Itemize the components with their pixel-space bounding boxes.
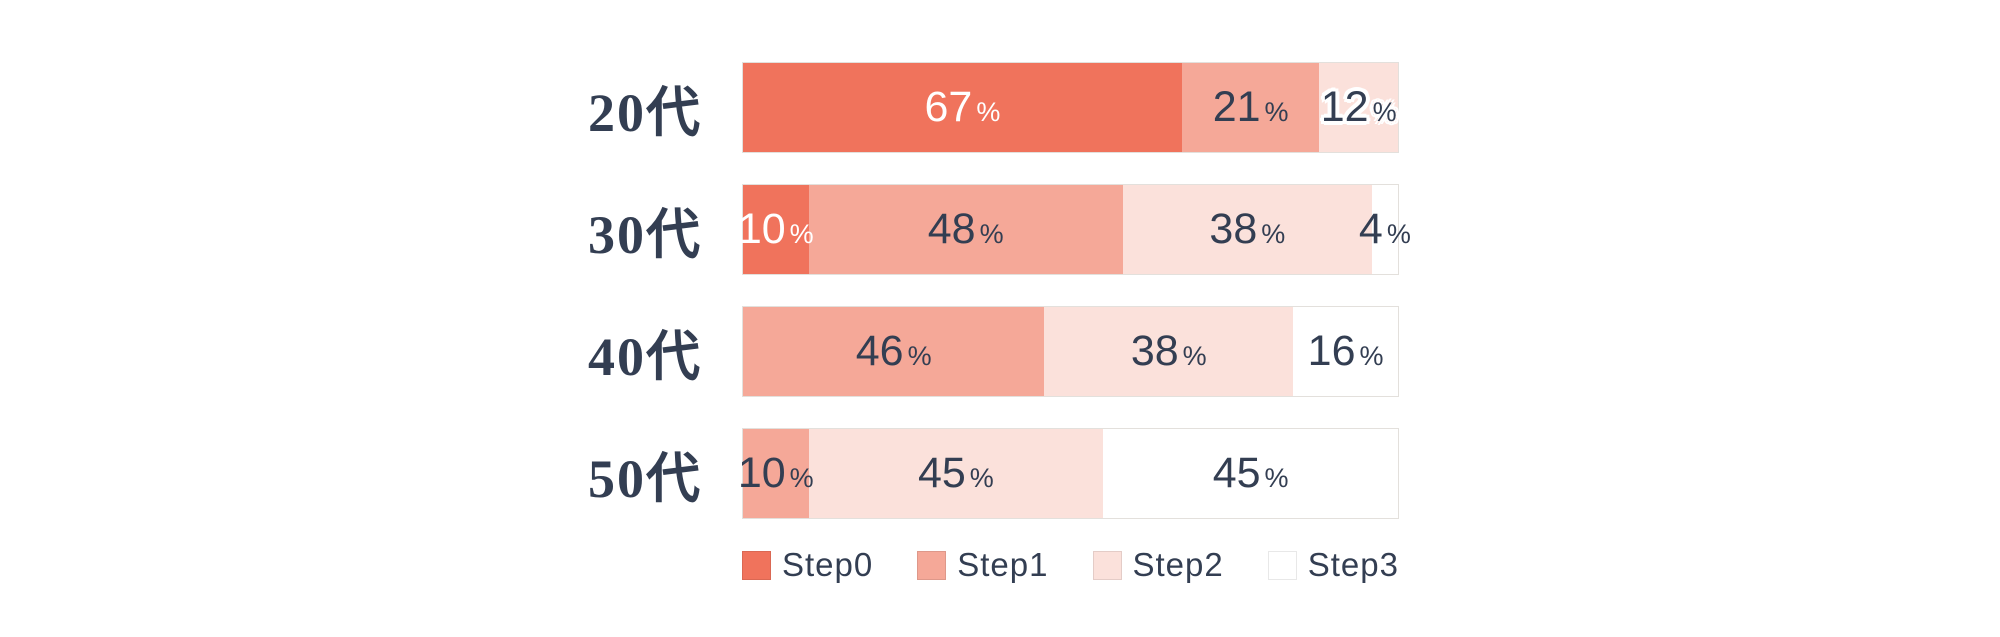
bar-track: 67% 21% 12% xyxy=(742,62,1399,153)
segment-value-label: 16% xyxy=(1307,327,1384,375)
bar-track: 10% 45% 45% xyxy=(738,428,1399,519)
legend-label: Step1 xyxy=(957,546,1049,583)
bar-track: 10% 48% 38% 4% xyxy=(738,184,1411,275)
bar-segment: 46% xyxy=(743,307,1045,396)
segment-value-label: 21% xyxy=(1212,83,1289,131)
bar-row: 30代 10% 48% 38% 4% xyxy=(0,184,2000,275)
category-label: 30代 xyxy=(588,205,702,265)
segment-value-label: 67% xyxy=(924,83,1001,131)
legend-swatch-icon xyxy=(742,550,771,580)
legend-swatch-icon xyxy=(1267,550,1297,580)
bar-segment: 12% xyxy=(1319,63,1398,152)
legend-item: Step3 xyxy=(1267,546,1399,584)
category-label: 20代 xyxy=(588,83,702,143)
segment-value-label: 46% xyxy=(855,327,932,375)
segment-value-label: 45% xyxy=(1212,449,1289,497)
bar-row: 20代 67% 21% 12% xyxy=(0,62,2000,153)
bar-row: 40代 46% 38% 16% xyxy=(0,306,2000,397)
segment-value-label: 10% xyxy=(737,205,814,253)
bar-segment: 45% xyxy=(1103,429,1398,518)
segment-value-label: 12% xyxy=(1320,83,1397,131)
legend-swatch-icon xyxy=(1092,550,1122,580)
bar-segment: 21% xyxy=(1181,63,1320,152)
bar-segment: 10% xyxy=(738,185,814,274)
category-label: 50代 xyxy=(588,449,702,509)
chart-rows: 20代 67% 21% 12% 30代 10% 48% 38% 4% 40代 4… xyxy=(0,62,2000,550)
bar-segment: 45% xyxy=(808,429,1104,518)
legend-item: Step0 xyxy=(742,546,873,584)
legend-label: Step2 xyxy=(1132,546,1224,583)
legend-item: Step1 xyxy=(917,546,1048,584)
segment-value-label: 45% xyxy=(917,449,994,497)
bar-segment: 38% xyxy=(1044,307,1294,396)
segment-value-label: 10% xyxy=(737,449,814,497)
segment-value-label: 48% xyxy=(927,205,1004,253)
chart-legend: Step0 Step1 Step2 Step3 xyxy=(742,543,1399,587)
segment-value-label: 4% xyxy=(1358,205,1411,253)
legend-item: Step2 xyxy=(1092,546,1224,584)
segment-value-label: 38% xyxy=(1209,205,1286,253)
segment-value-label: 38% xyxy=(1130,327,1207,375)
bar-row: 50代 10% 45% 45% xyxy=(0,428,2000,519)
bar-segment: 4% xyxy=(1359,185,1411,274)
legend-swatch-icon xyxy=(917,550,947,580)
bar-segment: 38% xyxy=(1122,185,1372,274)
legend-label: Step3 xyxy=(1307,546,1399,583)
bar-track: 46% 38% 16% xyxy=(742,306,1399,397)
category-label: 40代 xyxy=(588,327,702,387)
bar-segment: 16% xyxy=(1293,307,1398,396)
bar-segment: 48% xyxy=(808,185,1123,274)
legend-label: Step0 xyxy=(782,546,874,583)
bar-segment: 67% xyxy=(743,63,1182,152)
bar-segment: 10% xyxy=(738,429,814,518)
